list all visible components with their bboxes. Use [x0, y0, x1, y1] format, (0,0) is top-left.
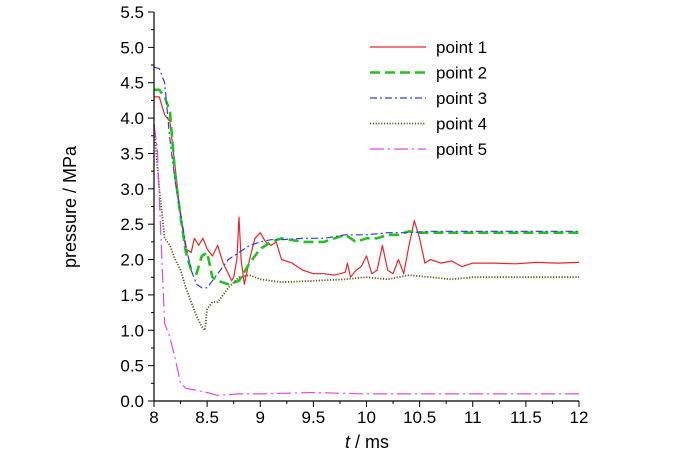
x-tick-label: 10 — [357, 408, 376, 427]
legend-label-4: point 4 — [436, 115, 487, 134]
x-tick-label: 8 — [149, 408, 158, 427]
y-tick-label: 1.5 — [120, 286, 144, 305]
x-axis-label: t / ms — [345, 432, 389, 452]
x-tick-label: 12 — [570, 408, 589, 427]
y-tick-label: 0.5 — [120, 357, 144, 376]
legend: point 1 point 2 point 3 point 4 point 5 — [370, 38, 487, 159]
series-line-5 — [153, 125, 579, 396]
x-axis-label-symbol: t — [345, 432, 351, 452]
series-line-1 — [154, 96, 580, 285]
y-tick-label: 2.5 — [120, 215, 144, 234]
y-tick-label: 0.0 — [120, 392, 144, 411]
y-tick-label: 2.0 — [120, 251, 144, 270]
legend-label-3: point 3 — [436, 89, 487, 108]
y-tick-label: 4.5 — [120, 74, 144, 93]
x-tick-label: 11 — [464, 408, 482, 427]
x-tick-label: 9.5 — [302, 408, 326, 427]
x-tick-label: 10.5 — [403, 408, 436, 427]
series-line-4 — [153, 125, 579, 332]
y-tick-label: 4.0 — [120, 109, 144, 128]
y-tick-label: 1.0 — [120, 321, 144, 340]
tick-labels: 0.0 0.5 1.0 1.5 2.0 2.5 3.0 3.5 4.0 4.5 5.0 5.5 8 8.5… — [120, 3, 588, 427]
legend-label-5: point 5 — [436, 140, 487, 159]
x-tick-label: 11.5 — [510, 408, 542, 427]
legend-label-2: point 2 — [436, 64, 487, 83]
x-tick-label: 9 — [256, 408, 265, 427]
y-tick-label: 3.0 — [120, 180, 144, 199]
y-axis-label: pressure / MPa — [60, 145, 80, 268]
y-tick-label: 3.5 — [120, 144, 144, 163]
plot-lines — [153, 66, 580, 396]
legend-label-1: point 1 — [436, 38, 487, 57]
axes — [148, 11, 580, 407]
y-tick-label: 5.5 — [120, 3, 144, 22]
y-tick-label: 5.0 — [120, 38, 144, 57]
x-axis-label-unit: / ms — [350, 432, 389, 452]
x-tick-label: 8.5 — [195, 408, 219, 427]
series-line-2 — [154, 88, 579, 286]
series-line-3 — [153, 66, 579, 289]
